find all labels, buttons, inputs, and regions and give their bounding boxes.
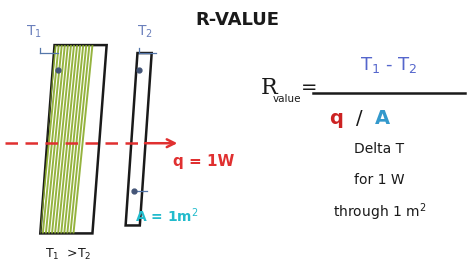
Text: T$_2$: T$_2$ bbox=[137, 23, 153, 40]
Text: value: value bbox=[273, 94, 301, 105]
Text: for 1 W: for 1 W bbox=[354, 173, 404, 187]
Polygon shape bbox=[40, 45, 107, 233]
Text: R-VALUE: R-VALUE bbox=[195, 11, 279, 29]
Text: =: = bbox=[301, 78, 318, 97]
Text: q = 1W: q = 1W bbox=[173, 154, 234, 169]
Text: /: / bbox=[356, 109, 362, 127]
Text: q: q bbox=[329, 109, 343, 127]
Text: Delta T: Delta T bbox=[354, 142, 404, 156]
Text: A = 1m$^2$: A = 1m$^2$ bbox=[135, 207, 199, 226]
Text: T$_1$: T$_1$ bbox=[26, 23, 42, 40]
Text: through 1 m$^2$: through 1 m$^2$ bbox=[333, 201, 426, 223]
Text: A: A bbox=[374, 109, 390, 127]
Polygon shape bbox=[126, 53, 152, 226]
Text: T$_1$  >T$_2$: T$_1$ >T$_2$ bbox=[45, 247, 91, 262]
Text: T$_1$ - T$_2$: T$_1$ - T$_2$ bbox=[360, 55, 418, 75]
Text: R: R bbox=[261, 77, 277, 98]
